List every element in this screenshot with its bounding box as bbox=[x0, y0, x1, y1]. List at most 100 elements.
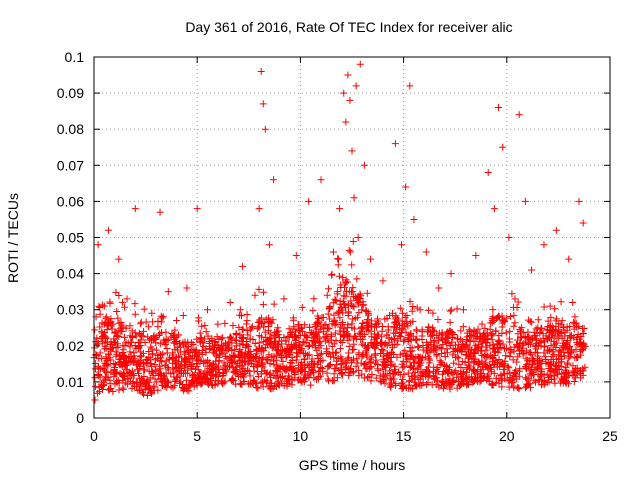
data-point bbox=[474, 325, 482, 333]
data-point bbox=[228, 375, 236, 383]
data-point bbox=[295, 326, 303, 334]
data-point bbox=[195, 317, 203, 325]
y-tick-label: 0.06 bbox=[57, 193, 84, 209]
data-point bbox=[320, 321, 328, 329]
data-point bbox=[499, 366, 507, 374]
data-point bbox=[239, 340, 247, 348]
data-point bbox=[409, 317, 417, 325]
y-tick-labels: 0 0.01 0.02 0.03 0.04 0.05 0.06 0.07 0.08 0.09 0.1 bbox=[57, 49, 84, 426]
data-point bbox=[195, 374, 203, 382]
data-point bbox=[401, 313, 409, 321]
data-point bbox=[213, 333, 221, 341]
data-point bbox=[259, 100, 267, 108]
data-point bbox=[312, 375, 320, 383]
data-point bbox=[115, 319, 123, 327]
data-point bbox=[334, 308, 342, 316]
data-point bbox=[408, 372, 416, 380]
data-point bbox=[117, 324, 125, 332]
data-point bbox=[574, 341, 582, 349]
data-point bbox=[140, 327, 148, 335]
data-point bbox=[503, 344, 511, 352]
data-point bbox=[361, 330, 369, 338]
data-point bbox=[149, 318, 157, 326]
data-point bbox=[157, 354, 165, 362]
data-point bbox=[414, 343, 422, 351]
data-point bbox=[264, 323, 272, 331]
data-point bbox=[93, 389, 101, 397]
data-point bbox=[343, 278, 351, 286]
data-point bbox=[342, 292, 350, 300]
data-point bbox=[492, 314, 500, 322]
data-point bbox=[319, 356, 327, 364]
data-point bbox=[362, 365, 370, 373]
data-point bbox=[243, 317, 251, 325]
data-point bbox=[208, 381, 216, 389]
data-point bbox=[360, 361, 368, 369]
data-point bbox=[100, 302, 108, 310]
data-point bbox=[409, 302, 417, 310]
data-point bbox=[230, 352, 238, 360]
data-point bbox=[464, 380, 472, 388]
data-point bbox=[329, 248, 337, 256]
data-point bbox=[97, 335, 105, 343]
data-point bbox=[259, 383, 267, 391]
data-point bbox=[446, 318, 454, 326]
data-point bbox=[440, 361, 448, 369]
data-point bbox=[330, 353, 338, 361]
data-point bbox=[510, 322, 518, 330]
data-point bbox=[413, 304, 421, 312]
data-point bbox=[147, 359, 155, 367]
data-point bbox=[91, 326, 99, 334]
data-point bbox=[342, 118, 350, 126]
data-point bbox=[204, 356, 212, 364]
data-point bbox=[257, 67, 265, 75]
data-point bbox=[158, 378, 166, 386]
data-point bbox=[447, 306, 455, 314]
data-point bbox=[292, 356, 300, 364]
y-axis-label: ROTI / TECUs bbox=[5, 193, 21, 283]
data-point bbox=[201, 367, 209, 375]
data-point bbox=[534, 324, 542, 332]
data-point bbox=[403, 312, 411, 320]
data-point bbox=[183, 347, 191, 355]
data-point bbox=[391, 362, 399, 370]
data-point bbox=[253, 368, 261, 376]
data-point bbox=[565, 380, 573, 388]
data-point bbox=[399, 383, 407, 391]
data-point bbox=[402, 328, 410, 336]
data-point bbox=[265, 241, 273, 249]
data-point bbox=[323, 369, 331, 377]
data-point bbox=[364, 316, 372, 324]
data-point bbox=[515, 385, 523, 393]
data-point bbox=[545, 378, 553, 386]
data-point bbox=[128, 384, 136, 392]
data-point bbox=[121, 303, 129, 311]
data-point bbox=[526, 318, 534, 326]
data-point bbox=[398, 360, 406, 368]
data-point bbox=[259, 301, 267, 309]
data-point bbox=[137, 336, 145, 344]
data-point bbox=[112, 328, 120, 336]
data-point bbox=[538, 380, 546, 388]
data-point bbox=[255, 285, 263, 293]
data-point bbox=[323, 349, 331, 357]
data-point bbox=[113, 368, 121, 376]
data-point bbox=[482, 359, 490, 367]
data-point bbox=[311, 320, 319, 328]
data-point bbox=[193, 353, 201, 361]
data-point bbox=[315, 358, 323, 366]
data-point bbox=[304, 351, 312, 359]
data-point bbox=[193, 381, 201, 389]
data-point bbox=[489, 306, 497, 314]
data-point bbox=[118, 363, 126, 371]
data-point bbox=[162, 328, 170, 336]
data-point bbox=[406, 362, 414, 370]
data-point bbox=[446, 385, 454, 393]
data-point bbox=[411, 359, 419, 367]
data-point bbox=[241, 358, 249, 366]
data-point bbox=[327, 332, 335, 340]
data-point bbox=[106, 376, 114, 384]
data-point bbox=[504, 363, 512, 371]
data-point bbox=[199, 372, 207, 380]
data-point bbox=[511, 319, 519, 327]
